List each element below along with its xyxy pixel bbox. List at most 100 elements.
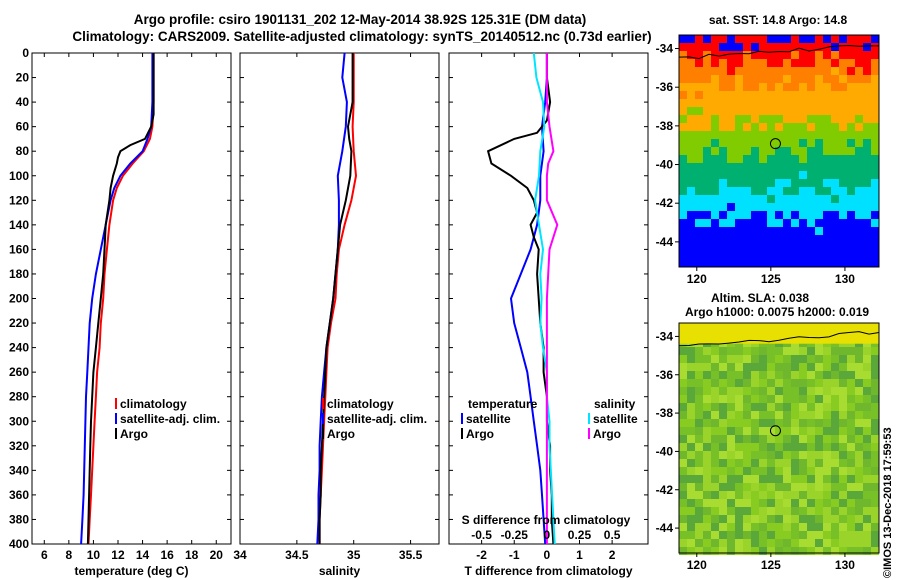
sst-cell	[703, 235, 711, 243]
sla-cell	[727, 459, 735, 467]
sst-cell	[767, 243, 775, 251]
sla-cell	[767, 403, 775, 411]
sla-cell	[855, 435, 863, 443]
sst-cell	[783, 219, 791, 227]
sst-cell	[735, 83, 743, 91]
sst-cell	[815, 259, 823, 267]
sla-cell	[783, 403, 791, 411]
sst-cell	[727, 123, 735, 131]
sst-cell	[743, 171, 751, 179]
secondary-tick-label: -0.25	[501, 528, 529, 542]
sla-cell	[815, 531, 823, 539]
sst-cell	[807, 227, 815, 235]
sla-cell	[823, 371, 831, 379]
sst-cell	[727, 59, 735, 67]
sla-cell	[799, 363, 807, 371]
sst-cell	[703, 251, 711, 259]
sst-cell	[815, 83, 823, 91]
sla-cell	[807, 515, 815, 523]
sla-cell	[751, 371, 759, 379]
sla-cell	[743, 403, 751, 411]
sst-cell	[815, 163, 823, 171]
sst-cell	[815, 187, 823, 195]
sst-cell	[847, 195, 855, 203]
sst-cell	[831, 83, 839, 91]
sst-cell	[847, 251, 855, 259]
sla-cell	[847, 379, 855, 387]
sst-cell	[863, 235, 871, 243]
sst-cell	[831, 123, 839, 131]
sla-cell	[727, 371, 735, 379]
sst-cell	[839, 219, 847, 227]
sla-cell	[823, 379, 831, 387]
sst-cell	[735, 139, 743, 147]
sla-cell	[767, 379, 775, 387]
sla-cell	[679, 363, 687, 371]
sla-cell	[727, 475, 735, 483]
sst-cell	[823, 115, 831, 123]
sst-cell	[735, 155, 743, 163]
sla-cell	[847, 515, 855, 523]
sst-cell	[767, 147, 775, 155]
sla-cell	[791, 451, 799, 459]
sst-cell	[831, 155, 839, 163]
sla-cell	[727, 451, 735, 459]
sst-cell	[751, 99, 759, 107]
sla-cell	[871, 523, 879, 531]
sla-cell	[871, 411, 879, 419]
sst-cell	[871, 35, 879, 43]
sst-cell	[687, 243, 695, 251]
sla-cell	[719, 347, 727, 355]
sst-cell	[735, 91, 743, 99]
sla-cell	[687, 459, 695, 467]
sst-cell	[847, 243, 855, 251]
sla-cell	[735, 531, 743, 539]
sla-cell	[711, 427, 719, 435]
sst-cell	[703, 243, 711, 251]
sla-cell	[815, 435, 823, 443]
sla-cell	[767, 371, 775, 379]
sla-cell	[711, 499, 719, 507]
sst-cell	[775, 51, 783, 59]
sst-cell	[847, 107, 855, 115]
sla-cell	[847, 507, 855, 515]
sst-cell	[863, 171, 871, 179]
sst-cell	[855, 259, 863, 267]
sst-cell	[807, 195, 815, 203]
sla-cell	[815, 379, 823, 387]
sla-cell	[839, 523, 847, 531]
sst-map-title: sat. SST: 14.8 Argo: 14.8	[709, 13, 848, 27]
sst-cell	[791, 243, 799, 251]
sla-cell	[743, 523, 751, 531]
sst-cell	[719, 147, 727, 155]
sst-cell	[711, 195, 719, 203]
sst-cell	[727, 171, 735, 179]
sst-cell	[711, 115, 719, 123]
sla-cell	[863, 387, 871, 395]
sla-cell	[759, 355, 767, 363]
sla-cell	[783, 355, 791, 363]
sst-cell	[727, 219, 735, 227]
sst-cell	[799, 99, 807, 107]
sla-cell	[863, 459, 871, 467]
sst-cell	[743, 123, 751, 131]
sla-cell	[695, 355, 703, 363]
sla-cell	[735, 467, 743, 475]
legend-label: Argo	[593, 427, 621, 441]
sla-cell	[695, 467, 703, 475]
sla-cell	[807, 347, 815, 355]
sst-cell	[847, 219, 855, 227]
sst-cell	[727, 75, 735, 83]
lat-tick-label: -42	[656, 483, 674, 497]
sla-cell	[847, 371, 855, 379]
imos-credit: ©IMOS 13-Dec-2018 17:59:53	[882, 427, 894, 578]
sst-cell	[679, 123, 687, 131]
sla-cell	[871, 363, 879, 371]
sla-cell	[751, 403, 759, 411]
sst-cell	[735, 123, 743, 131]
sla-cell	[703, 523, 711, 531]
sla-cell	[735, 355, 743, 363]
sst-cell	[759, 211, 767, 219]
sla-cell	[823, 443, 831, 451]
sla-cell	[839, 427, 847, 435]
